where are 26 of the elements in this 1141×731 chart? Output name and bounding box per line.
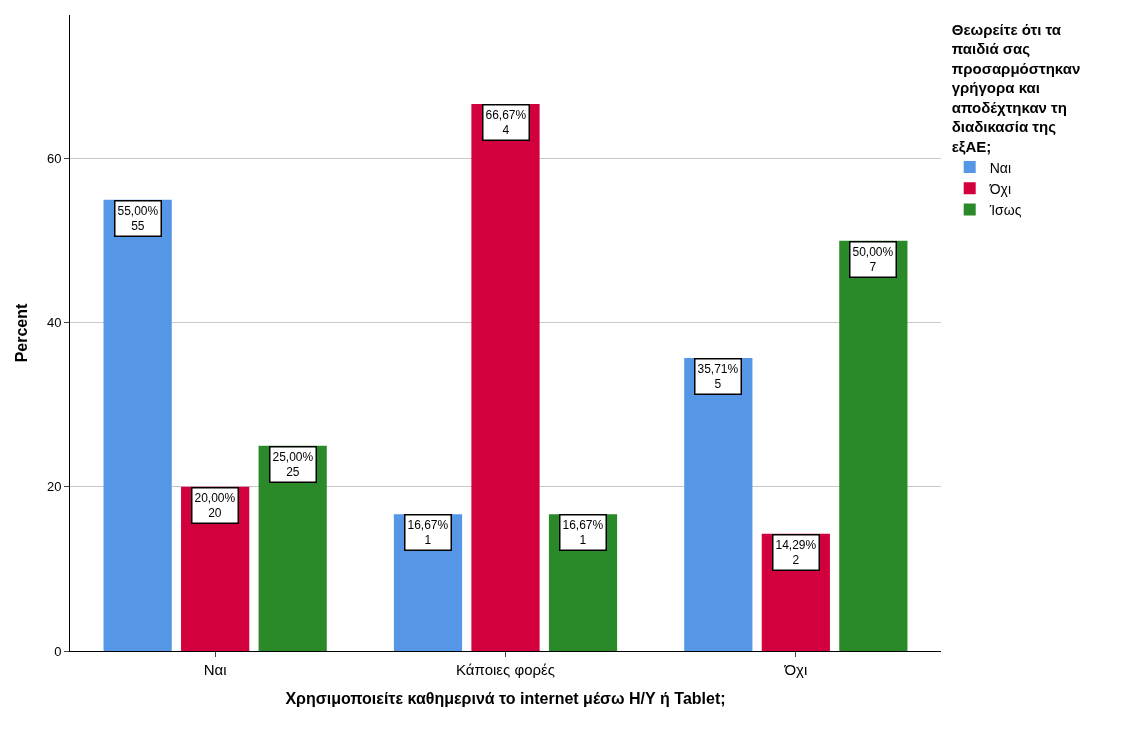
data-label: 16,67% 1 [562,517,604,548]
y-axis-title: Percent [12,302,30,363]
y-tick-label: 0 [54,643,62,659]
bar [684,357,753,651]
bar [471,103,540,651]
bar [839,240,908,651]
legend-label: Όχι [988,180,1012,197]
x-axis-title: Χρησιμοποιείτε καθημερινά το internet μέσω Η/Υ ή Tablet; [285,689,726,707]
data-label: 50,00% 7 [852,244,894,275]
data-label: 55,00% 55 [117,203,159,234]
data-label: 35,71% 5 [697,361,739,392]
legend-label: Ίσως [988,201,1022,218]
data-label: 14,29% 2 [775,537,817,568]
data-label: 20,00% 20 [194,490,236,521]
legend-title: Θεωρείτε ότι τα παιδιά σας προσαρμόστηκαν γρήγορα και αποδέχτηκαν τη διαδικασία της εξΑΕ; [951,20,1081,155]
data-label: 16,67% 1 [407,517,449,548]
x-tick-label: Κάποιες φορές [456,661,555,678]
x-tick-label: Όχι [783,661,808,678]
y-tick-label: 40 [46,315,62,331]
data-label: 66,67% 4 [485,107,527,138]
y-tick-label: 60 [46,151,62,167]
y-tick-label: 20 [46,479,62,495]
data-label: 25,00% 25 [272,449,314,480]
bar [103,199,172,651]
x-tick-label: Ναι [203,661,227,678]
legend-label: Ναι [989,159,1012,176]
